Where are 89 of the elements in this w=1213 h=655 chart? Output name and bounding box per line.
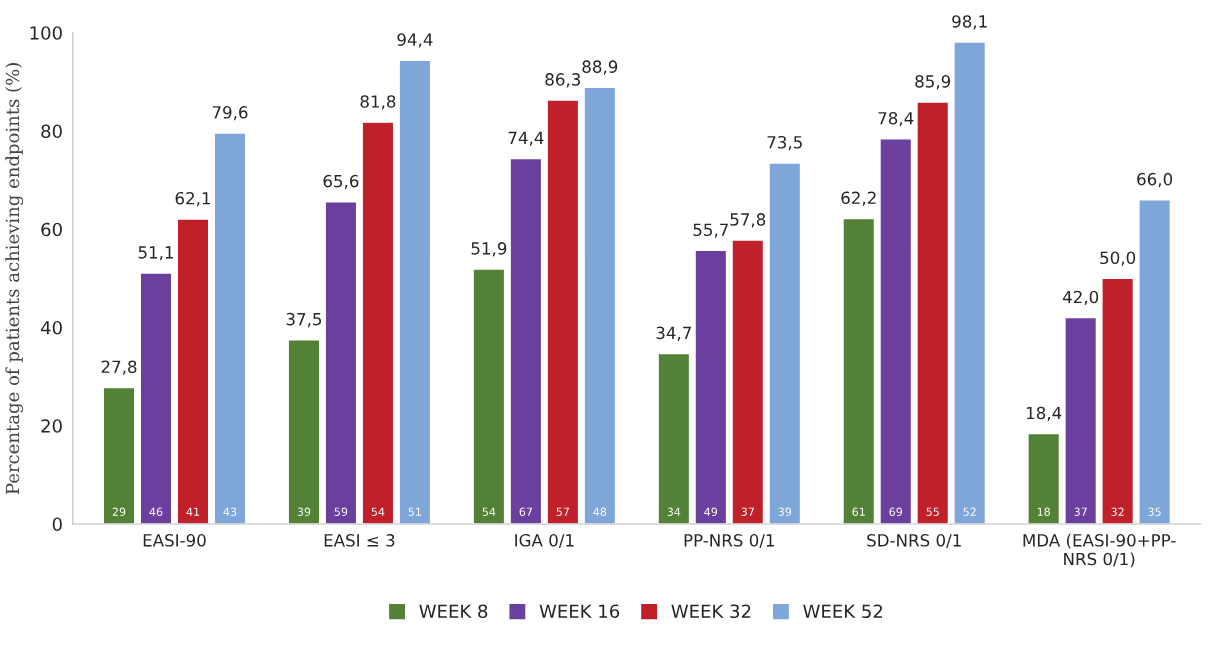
- bar: [472, 268, 506, 524]
- data-label: 79,6: [212, 106, 248, 121]
- bar: [1064, 316, 1098, 524]
- data-label: 78,4: [878, 111, 914, 127]
- y-axis-title: Percentage of patients achieving endpoints (%): [5, 63, 24, 495]
- bar: [509, 157, 543, 524]
- data-label: 85,9: [915, 75, 951, 90]
- bar: [139, 272, 173, 524]
- bar: [842, 217, 876, 524]
- bar: [731, 239, 765, 524]
- bar: [176, 218, 210, 524]
- annotation: 54: [371, 507, 385, 516]
- bar: [361, 121, 395, 524]
- annotation: 18: [1037, 507, 1050, 516]
- data-label: 37,5: [286, 312, 322, 328]
- y-tick-label: 60: [41, 222, 62, 237]
- annotation: 39: [297, 507, 311, 516]
- y-tick-label: 100: [30, 26, 62, 40]
- annotation: 57: [556, 507, 569, 516]
- annotation: 59: [334, 507, 348, 516]
- data-label: 73,5: [767, 135, 802, 151]
- annotation: 51: [408, 507, 421, 516]
- annotation: 39: [778, 507, 792, 516]
- annotation: 69: [889, 507, 903, 516]
- annotation: 37: [1074, 507, 1087, 516]
- annotation: 67: [519, 507, 532, 516]
- annotation: 61: [852, 507, 865, 516]
- annotation: 43: [223, 507, 237, 516]
- annotation: 29: [112, 507, 126, 516]
- data-label: 55,7: [693, 223, 728, 238]
- data-label: 81,8: [360, 95, 396, 110]
- data-label: 27,8: [101, 360, 137, 375]
- data-label: 51,9: [471, 242, 507, 257]
- bar: [694, 249, 728, 524]
- annotation: 54: [482, 507, 496, 516]
- annotation: 37: [741, 507, 754, 516]
- bar: [916, 101, 950, 524]
- data-label: 88,9: [582, 60, 618, 75]
- bar: [583, 86, 617, 524]
- data-label: 65,6: [323, 174, 359, 190]
- x-tick-label: SD-NRS 0/1: [867, 534, 961, 548]
- bar: [879, 138, 913, 524]
- annotation: 34: [667, 507, 681, 516]
- data-label: 18,4: [1026, 406, 1062, 421]
- y-tick-label: 40: [40, 320, 62, 335]
- annotation: 35: [1148, 507, 1161, 516]
- annotation: 55: [926, 507, 939, 516]
- data-label: 42,0: [1062, 290, 1099, 306]
- annotation: 32: [1111, 507, 1124, 516]
- annotation: 46: [149, 507, 163, 516]
- x-tick-label: EASI-90: [143, 534, 206, 547]
- data-label: 62,2: [841, 191, 876, 206]
- data-label: 51,1: [138, 246, 174, 261]
- annotation: 41: [186, 507, 200, 516]
- data-label: 86,3: [545, 73, 581, 88]
- data-label: 94,4: [397, 33, 433, 48]
- x-tick-label: PP-NRS 0/1: [684, 534, 774, 548]
- y-tick-label: 80: [41, 124, 62, 139]
- y-tick-label: 20: [41, 419, 62, 433]
- bar: [1101, 277, 1135, 524]
- legend-label: WEEK 52: [803, 604, 882, 619]
- data-label: 62,1: [175, 191, 210, 207]
- legend-label: WEEK 8: [419, 604, 488, 619]
- data-label: 98,1: [952, 15, 987, 30]
- data-label: 50,0: [1100, 251, 1136, 266]
- bar: [1138, 199, 1172, 524]
- annotation: 52: [963, 507, 976, 516]
- annotation: 49: [704, 507, 718, 516]
- bar: [546, 99, 580, 524]
- bar: [953, 41, 987, 524]
- x-tick-label: EASI ≤ 3: [324, 534, 395, 547]
- bar: [287, 339, 321, 524]
- data-label: 66,0: [1137, 172, 1173, 188]
- data-label: 57,8: [730, 213, 766, 228]
- bar: [768, 162, 802, 524]
- bar: [324, 201, 358, 524]
- x-tick-label: IGA 0/1: [515, 534, 574, 548]
- legend-label: WEEK 16: [539, 604, 620, 619]
- bar: [1027, 432, 1061, 524]
- y-tick-label: 0: [52, 517, 62, 532]
- bar: [398, 59, 432, 524]
- x-tick-label: MDA (EASI-90+PP- NRS 0/1): [1023, 533, 1176, 568]
- bar: [102, 386, 136, 524]
- annotation: 48: [593, 507, 607, 516]
- data-label: 34,7: [656, 326, 691, 341]
- data-label: 74,4: [508, 131, 544, 146]
- legend-label: WEEK 32: [671, 604, 751, 619]
- bar: [657, 352, 691, 524]
- bar: [213, 132, 247, 524]
